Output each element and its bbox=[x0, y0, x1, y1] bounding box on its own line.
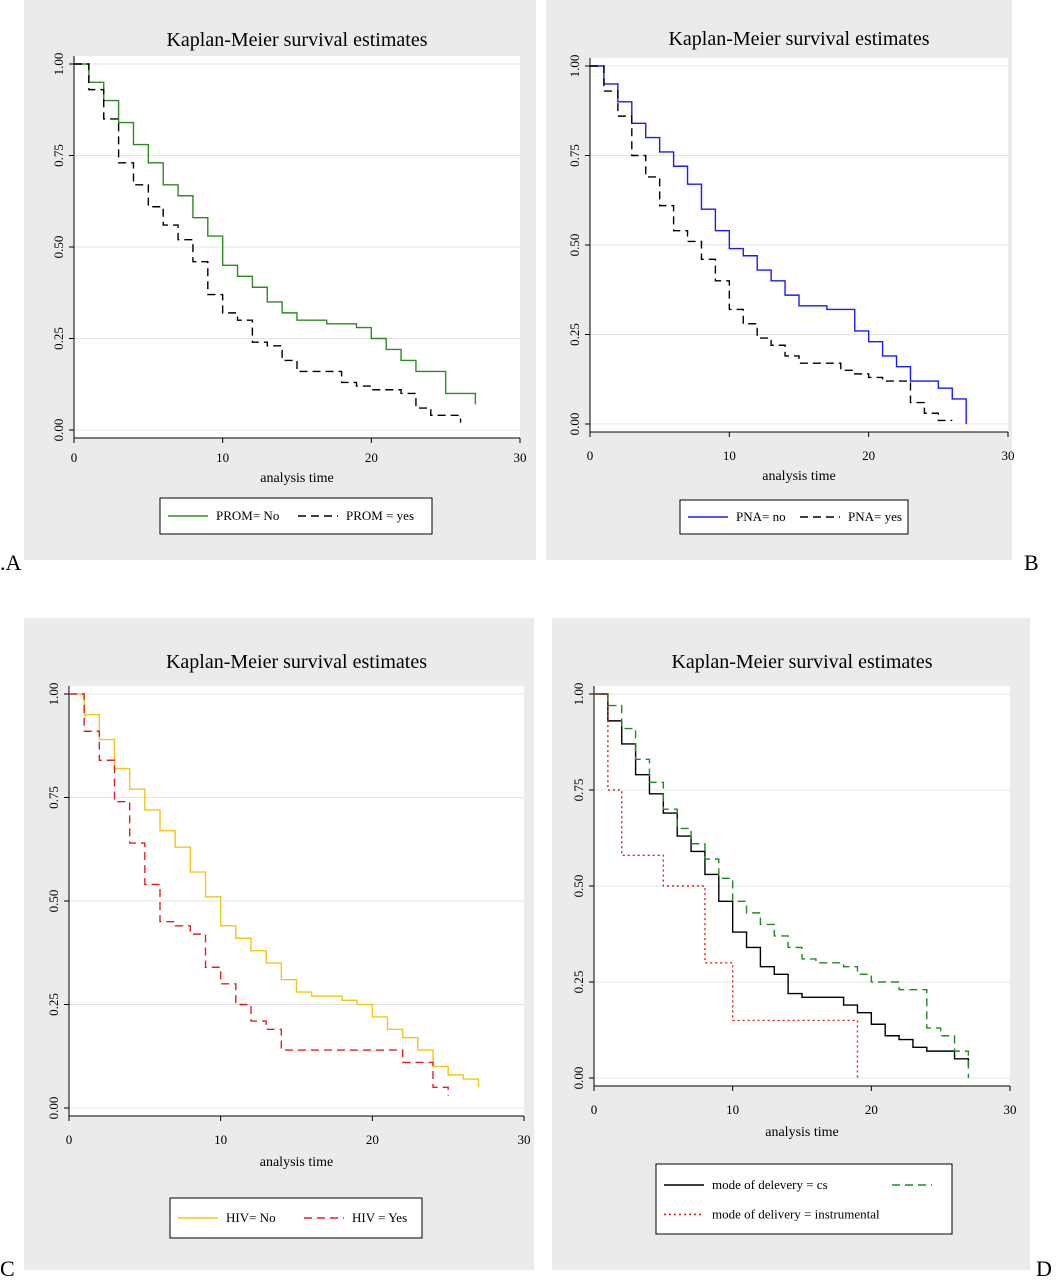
x-tick-label: 20 bbox=[865, 1102, 878, 1117]
km-panel-c: Kaplan-Meier survival estimates 0.00 0.25 0… bbox=[24, 618, 534, 1270]
x-tick-label: 20 bbox=[366, 1132, 379, 1147]
chart-title: Kaplan-Meier survival estimates bbox=[166, 651, 427, 673]
legend-label-0: HIV= No bbox=[226, 1210, 276, 1225]
x-tick-label: 0 bbox=[71, 450, 78, 465]
panel-letter-c: C bbox=[0, 1256, 15, 1281]
y-tick-label: 0.00 bbox=[46, 1097, 61, 1120]
survival-curve-0 bbox=[590, 65, 967, 424]
y-tick-label: 0.00 bbox=[567, 413, 582, 436]
x-tick-label: 30 bbox=[1004, 1102, 1017, 1117]
y-tick-label: 0.50 bbox=[46, 890, 61, 913]
y-tick-label: 0.25 bbox=[46, 993, 61, 1016]
legend-label-1: PNA= yes bbox=[848, 509, 902, 524]
legend-label-0: PNA= no bbox=[736, 509, 786, 524]
x-tick-label: 10 bbox=[214, 1132, 227, 1147]
y-tick-label: 0.50 bbox=[51, 236, 66, 259]
km-panel-b: Kaplan-Meier survival estimates 0.00 0.25 0… bbox=[546, 0, 1015, 560]
legend-label-2: mode of delivery = instrumental bbox=[712, 1206, 880, 1221]
km-panel-d: Kaplan-Meier survival estimates 0.00 0.25 0… bbox=[552, 618, 1030, 1270]
y-tick-label: 0.25 bbox=[51, 327, 66, 350]
x-axis-label: analysis time bbox=[762, 469, 836, 484]
x-axis-label: analysis time bbox=[260, 1155, 334, 1170]
legend-label-1: HIV = Yes bbox=[352, 1210, 407, 1225]
x-tick-label: 30 bbox=[1002, 448, 1015, 463]
y-tick-label: 0.75 bbox=[51, 144, 66, 167]
survival-curve-1 bbox=[594, 693, 970, 1078]
survival-curve-2 bbox=[594, 693, 859, 1078]
y-tick-label: 0.00 bbox=[51, 419, 66, 442]
km-chart-3: Kaplan-Meier survival estimates 0.00 0.25 0… bbox=[571, 651, 1017, 1235]
panel-letter-d: D bbox=[1036, 1256, 1052, 1281]
km-panel-a: Kaplan-Meier survival estimates 0.00 0.25 0… bbox=[24, 0, 536, 560]
x-tick-label: 20 bbox=[862, 448, 875, 463]
survival-curve-0 bbox=[594, 693, 970, 1067]
chart-title: Kaplan-Meier survival estimates bbox=[668, 28, 929, 50]
legend-box bbox=[655, 1163, 953, 1235]
y-tick-label: 1.00 bbox=[51, 53, 66, 76]
legend-label-0: PROM= No bbox=[216, 508, 279, 523]
chart-title: Kaplan-Meier survival estimates bbox=[166, 29, 427, 51]
legend-label-1: PROM = yes bbox=[346, 508, 414, 523]
survival-curve-0 bbox=[74, 63, 477, 405]
y-tick-label: 0.25 bbox=[567, 323, 582, 346]
km-chart-2: Kaplan-Meier survival estimates 0.00 0.25 0… bbox=[46, 651, 531, 1239]
panel-letter-b: B bbox=[1024, 550, 1039, 575]
y-tick-label: 1.00 bbox=[571, 683, 586, 706]
x-tick-label: 10 bbox=[216, 450, 229, 465]
survival-curve-1 bbox=[74, 63, 462, 423]
y-tick-label: 0.75 bbox=[571, 779, 586, 802]
y-tick-label: 0.50 bbox=[571, 875, 586, 898]
x-tick-label: 0 bbox=[591, 1102, 598, 1117]
y-tick-label: 0.00 bbox=[571, 1067, 586, 1090]
x-tick-label: 10 bbox=[726, 1102, 739, 1117]
x-tick-label: 30 bbox=[518, 1132, 531, 1147]
y-tick-label: 1.00 bbox=[567, 55, 582, 78]
x-tick-label: 20 bbox=[365, 450, 378, 465]
x-tick-label: 10 bbox=[723, 448, 736, 463]
x-axis-label: analysis time bbox=[260, 471, 334, 486]
x-tick-label: 0 bbox=[587, 448, 594, 463]
survival-curve-0 bbox=[69, 693, 480, 1088]
y-tick-label: 0.25 bbox=[571, 971, 586, 994]
x-tick-label: 30 bbox=[514, 450, 527, 465]
y-tick-label: 0.50 bbox=[567, 234, 582, 257]
km-chart-0: Kaplan-Meier survival estimates 0.00 0.25 0… bbox=[51, 29, 527, 535]
km-chart-1: Kaplan-Meier survival estimates 0.00 0.25 0… bbox=[567, 28, 1015, 535]
x-axis-label: analysis time bbox=[765, 1125, 839, 1140]
legend-label-0: mode of delevery = cs bbox=[712, 1177, 828, 1192]
chart-title: Kaplan-Meier survival estimates bbox=[671, 651, 932, 673]
panel-letter-a: .A bbox=[0, 550, 22, 575]
x-tick-label: 0 bbox=[66, 1132, 73, 1147]
y-tick-label: 0.75 bbox=[567, 144, 582, 167]
y-tick-label: 1.00 bbox=[46, 683, 61, 706]
y-tick-label: 0.75 bbox=[46, 786, 61, 809]
survival-curve-1 bbox=[69, 693, 449, 1096]
